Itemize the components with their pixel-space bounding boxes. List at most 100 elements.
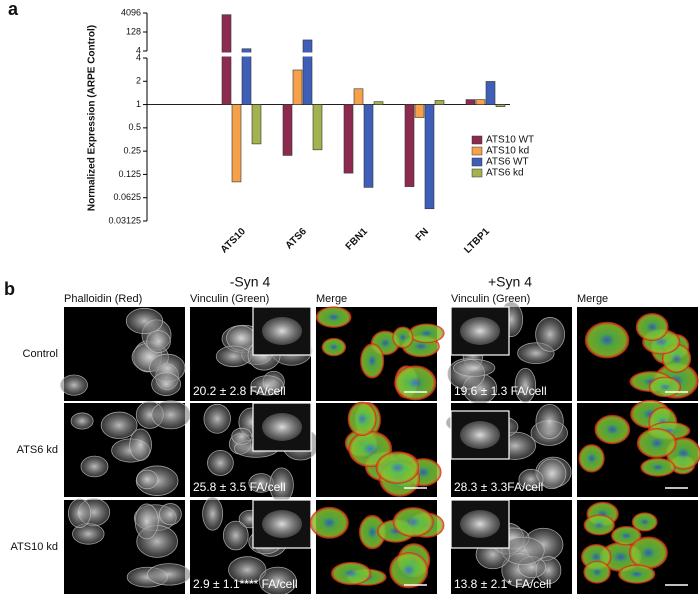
cell — [159, 503, 182, 526]
cell — [215, 345, 252, 368]
y-tick-label: 0.03125 — [108, 215, 141, 225]
cell — [518, 468, 544, 490]
inset-cell — [262, 413, 302, 441]
legend-swatch — [471, 157, 483, 167]
column-header: Merge — [316, 293, 347, 305]
legend-swatch — [471, 135, 483, 145]
x-tick-label: LTBP1 — [462, 226, 492, 256]
cell — [514, 367, 536, 403]
cell — [628, 536, 668, 570]
bar — [241, 48, 252, 105]
cell — [636, 428, 677, 459]
cell — [72, 523, 105, 545]
micrograph — [64, 400, 191, 497]
bar — [251, 104, 262, 145]
y-tick-label: 4096 — [121, 7, 141, 17]
cell — [594, 414, 631, 445]
micrograph — [64, 498, 191, 594]
inset-cell — [460, 317, 500, 345]
cell — [321, 337, 347, 357]
annotation: 20.2 ± 2.8 FA/cell — [193, 384, 286, 398]
bar — [485, 81, 496, 105]
cell — [231, 427, 253, 445]
column-header: Phalloidin (Red) — [64, 293, 142, 305]
cell — [408, 323, 445, 344]
cell — [392, 507, 434, 538]
y-tick-label: 2 — [136, 76, 141, 86]
cell — [583, 560, 611, 584]
cell — [453, 359, 496, 377]
bar — [434, 100, 445, 105]
inset-cell — [460, 510, 500, 538]
cell — [68, 498, 92, 528]
cell — [640, 457, 676, 477]
cell — [315, 306, 352, 328]
micrograph — [577, 399, 700, 497]
group-header: +Syn 4 — [488, 274, 532, 290]
bar — [465, 99, 476, 105]
bar — [282, 104, 293, 156]
legend-label: ATS10 WT — [486, 135, 534, 146]
y-tick-label: 0.5 — [128, 122, 141, 132]
cell — [535, 403, 564, 440]
bar — [373, 101, 384, 105]
bar — [475, 99, 486, 105]
micrograph — [315, 306, 445, 401]
x-tick-label: FBN1 — [344, 226, 371, 253]
cell — [80, 455, 109, 478]
group-header: -Syn 4 — [230, 274, 271, 290]
bar — [343, 104, 354, 174]
cell — [147, 563, 191, 586]
micrograph — [316, 401, 442, 497]
cell — [250, 375, 284, 396]
y-tick-label: 4 — [136, 52, 141, 62]
bar — [414, 104, 425, 118]
annotation: 28.3 ± 3.3FA/cell — [454, 480, 543, 494]
column-header: Merge — [577, 293, 608, 305]
cell — [129, 428, 152, 461]
bar — [404, 104, 415, 187]
cell — [146, 330, 171, 353]
bar — [302, 39, 313, 105]
inset-cell — [262, 510, 302, 538]
cell — [228, 556, 267, 584]
annotation: 25.8 ± 3.5 FA/cell — [193, 480, 286, 494]
cell — [151, 400, 191, 430]
cell — [648, 376, 682, 398]
micrograph — [577, 307, 699, 401]
micrograph: 13.8 ± 2.1* FA/cell — [450, 499, 572, 594]
cell — [584, 321, 630, 359]
row-label: ATS10 kd — [11, 541, 59, 553]
micrograph: 28.3 ± 3.3FA/cell — [445, 403, 572, 497]
bar — [353, 88, 364, 105]
bar — [312, 104, 323, 151]
x-tick-label: ATS6 — [284, 226, 310, 252]
x-tick-label: FN — [414, 226, 431, 243]
y-tick-label: 4 — [136, 45, 141, 55]
cell — [375, 451, 420, 484]
panel-label: a — [8, 0, 19, 19]
cell — [611, 526, 642, 546]
bar — [231, 104, 242, 183]
legend-label: ATS6 WT — [486, 157, 529, 168]
inset-cell — [460, 421, 500, 449]
x-tick-label: ATS10 — [219, 226, 249, 256]
cell — [635, 313, 669, 341]
cell — [389, 552, 429, 589]
cell — [583, 514, 615, 536]
bar — [292, 69, 303, 105]
micrograph: 2.9 ± 1.1**** FA/cell — [190, 497, 312, 594]
cell — [60, 374, 88, 396]
legend-label: ATS10 kd — [486, 146, 529, 157]
bar — [495, 104, 506, 107]
cell — [100, 411, 138, 439]
cell — [392, 326, 414, 349]
cell — [535, 317, 565, 352]
micrograph: 19.6 ± 1.3 FA/cell — [447, 301, 572, 404]
inset-cell — [262, 317, 302, 345]
row-label: Control — [23, 348, 58, 360]
y-tick-label: 0.25 — [123, 146, 141, 156]
cell — [360, 343, 385, 379]
micrograph: 20.2 ± 2.8 FA/cell — [190, 306, 313, 401]
